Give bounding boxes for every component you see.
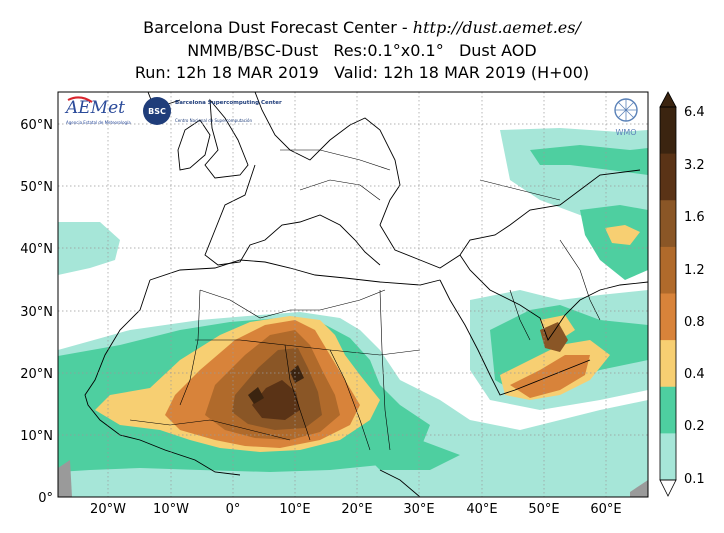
- colorbar-frame: [659, 106, 677, 481]
- lon-label: 60°E: [590, 502, 621, 517]
- colorbar-label: 1.2: [684, 263, 705, 278]
- colorbar-label: 0.1: [684, 472, 705, 487]
- map-frame: [57, 91, 649, 498]
- colorbar-swatch: [660, 246, 676, 294]
- colorbar-label: 1.6: [684, 210, 705, 225]
- lat-label: 20°N: [20, 367, 53, 382]
- title-line-3: Run: 12h 18 MAR 2019 Valid: 12h 18 MAR 2…: [134, 63, 590, 82]
- bsc-logo: BSC Barcelona Supercomputing Center Cent…: [143, 97, 282, 125]
- title-line-1: Barcelona Dust Forecast Center - http://…: [0, 18, 724, 38]
- title-prefix: Barcelona Dust Forecast Center -: [143, 18, 413, 37]
- lat-label: 60°N: [20, 118, 53, 133]
- lon-label: 40°E: [466, 502, 497, 517]
- lat-label: 10°N: [20, 429, 53, 444]
- colorbar-swatch: [660, 340, 676, 388]
- colorbar-swatch: [660, 433, 676, 481]
- dust-aod-field: [58, 128, 648, 497]
- colorbar-swatch: [660, 386, 676, 434]
- bsc-logo-letters: BSC: [148, 107, 166, 116]
- colorbar-label: 0.4: [684, 367, 705, 382]
- lon-label: 10°E: [279, 502, 310, 517]
- graticule: [58, 92, 648, 497]
- colorbar-max-arrow: [659, 91, 677, 108]
- aemet-logo: AEMet Agencia Estatal de Meteorología: [64, 96, 131, 125]
- lon-label: 0°: [226, 502, 241, 517]
- country-borders: [129, 149, 601, 451]
- bsc-logo-name: Barcelona Supercomputing Center: [175, 100, 282, 106]
- colorbar: [659, 91, 677, 497]
- lon-label: 30°E: [403, 502, 434, 517]
- bsc-logo-subtext: Centro Nacional de Supercomputación: [175, 118, 253, 123]
- colorbar-label: 6.4: [684, 105, 705, 120]
- lon-label: 20°E: [341, 502, 372, 517]
- colorbar-label: 0.2: [684, 419, 705, 434]
- lon-label: 10°W: [153, 502, 189, 517]
- aemet-logo-text: AEMet: [64, 98, 125, 118]
- latitude-labels: 60°N 50°N 40°N 30°N 20°N 10°N 0°: [20, 118, 53, 506]
- longitude-labels: 20°W 10°W 0° 10°E 20°E 30°E 40°E 50°E 60…: [90, 502, 622, 517]
- bsc-logo-circle: [143, 97, 171, 125]
- colorbar-label: 0.8: [684, 315, 705, 330]
- lat-label: 40°N: [20, 242, 53, 257]
- colorbar-swatch: [660, 293, 676, 341]
- title-url: http://dust.aemet.es/: [412, 18, 581, 37]
- lon-label: 20°W: [90, 502, 126, 517]
- lon-label: 50°E: [528, 502, 559, 517]
- lat-label: 30°N: [20, 305, 53, 320]
- colorbar-swatch: [660, 200, 676, 248]
- wmo-logo-text: WMO: [615, 128, 636, 137]
- colorbar-swatch: [660, 153, 676, 201]
- lat-label: 0°: [38, 491, 53, 506]
- colorbar-min-arrow: [659, 479, 677, 497]
- colorbar-label: 3.2: [684, 158, 705, 173]
- aemet-subtext: Agencia Estatal de Meteorología: [66, 120, 131, 125]
- title-line-2: NMMB/BSC-Dust Res:0.1°x0.1° Dust AOD: [187, 41, 537, 60]
- lat-label: 50°N: [20, 180, 53, 195]
- colorbar-swatch: [660, 107, 676, 155]
- wmo-logo: WMO: [614, 98, 638, 137]
